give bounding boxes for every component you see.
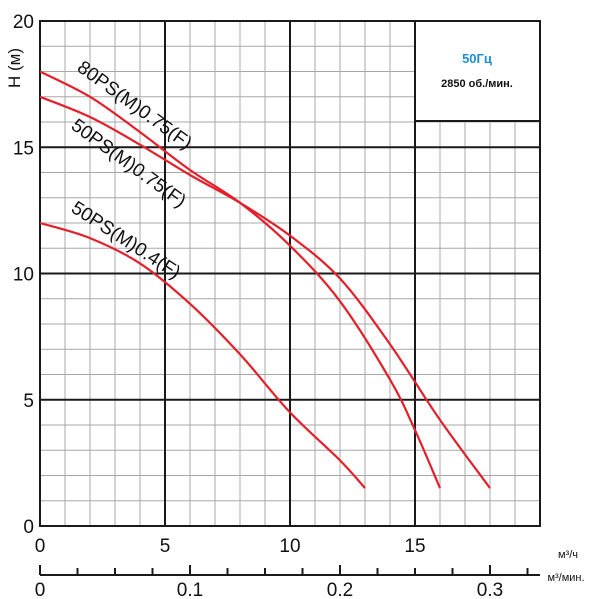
- curve-50ps-m-0-4-f: [39, 221, 366, 489]
- curve-80ps-m-0-75-f: [39, 95, 491, 489]
- x-tick-label: 0: [35, 536, 46, 557]
- y-axis-title: H (м): [5, 48, 24, 88]
- x-unit-primary: м³/ч: [558, 549, 578, 561]
- x2-tick-label: 0: [35, 580, 46, 599]
- y-tick-label: 20: [13, 12, 34, 33]
- info-box-background: [416, 22, 539, 120]
- y-tick-label: 10: [13, 265, 34, 286]
- x-unit-secondary: м³/мин.: [547, 572, 584, 584]
- curve-50ps-m-0-75-f: [39, 70, 442, 489]
- info-frequency: 50Гц: [462, 51, 492, 66]
- x2-tick-label: 0.2: [327, 580, 353, 599]
- x-tick-label: 15: [404, 536, 425, 557]
- y-tick-label: 15: [13, 138, 34, 159]
- x2-tick-label: 0.1: [177, 580, 203, 599]
- y-tick-labels: 0 5 10 15 20: [13, 12, 34, 538]
- plot-frame: [39, 20, 541, 527]
- y-tick-label: 5: [23, 391, 34, 412]
- y-tick-label: 0: [23, 517, 34, 538]
- x2-tick-label: 0.3: [477, 580, 503, 599]
- secondary-axis-ticks: 0 0.1 0.2 0.3: [35, 565, 529, 599]
- curve-label-50ps-m-0-4-f: 50PS(M)0.4(F): [67, 198, 184, 284]
- curves: [39, 70, 491, 489]
- info-box: 50Гц 2850 об./мин.: [414, 21, 540, 122]
- x-tick-label: 5: [160, 536, 171, 557]
- x-tick-label: 10: [279, 536, 300, 557]
- major-grid: [40, 21, 540, 526]
- info-speed: 2850 об./мин.: [441, 78, 513, 90]
- x-tick-labels: 0 5 10 15: [35, 536, 426, 557]
- curve-labels: 80PS(M)0.75(F)50PS(M)0.75(F)50PS(M)0.4(F…: [67, 57, 196, 284]
